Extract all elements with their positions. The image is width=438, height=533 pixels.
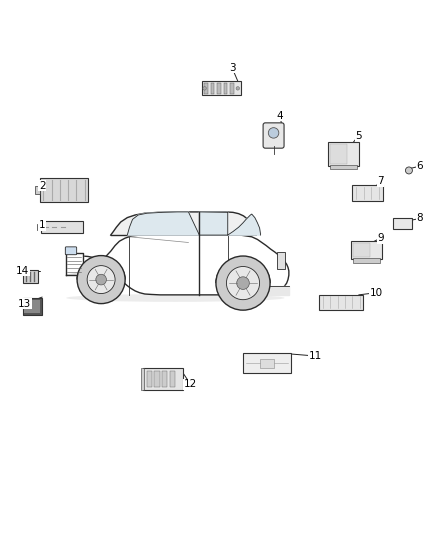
Circle shape bbox=[236, 87, 240, 90]
Circle shape bbox=[216, 256, 270, 310]
Bar bbox=[351, 241, 382, 259]
Ellipse shape bbox=[66, 294, 285, 302]
Bar bbox=[141, 368, 145, 390]
Polygon shape bbox=[66, 235, 289, 295]
Text: 4: 4 bbox=[277, 111, 283, 121]
Bar bbox=[353, 243, 371, 257]
Text: 7: 7 bbox=[377, 176, 384, 187]
Bar bbox=[352, 185, 383, 201]
Bar bbox=[393, 218, 412, 229]
Text: 12: 12 bbox=[184, 379, 197, 390]
Bar bbox=[230, 83, 234, 94]
Bar bbox=[330, 144, 347, 164]
Circle shape bbox=[406, 167, 413, 174]
Bar bbox=[261, 359, 274, 368]
Bar bbox=[243, 353, 291, 374]
Bar bbox=[37, 224, 42, 230]
Polygon shape bbox=[66, 266, 111, 275]
Polygon shape bbox=[228, 214, 261, 235]
Polygon shape bbox=[127, 212, 199, 235]
Text: 1: 1 bbox=[39, 220, 46, 230]
Bar bbox=[154, 371, 159, 387]
Bar bbox=[35, 185, 40, 195]
Text: 2: 2 bbox=[39, 181, 46, 191]
Circle shape bbox=[226, 266, 260, 300]
Text: 10: 10 bbox=[370, 288, 383, 298]
Circle shape bbox=[87, 265, 115, 294]
Text: 14: 14 bbox=[16, 266, 29, 276]
Bar bbox=[144, 368, 183, 390]
Circle shape bbox=[96, 274, 106, 285]
Bar bbox=[24, 300, 40, 313]
Text: 6: 6 bbox=[417, 161, 423, 171]
Circle shape bbox=[237, 277, 249, 289]
Bar bbox=[201, 82, 241, 95]
Bar bbox=[224, 83, 227, 94]
Bar bbox=[22, 298, 42, 315]
Text: 9: 9 bbox=[377, 233, 384, 243]
Circle shape bbox=[268, 128, 279, 138]
Bar bbox=[353, 258, 380, 263]
Bar bbox=[319, 295, 363, 310]
Bar bbox=[41, 221, 82, 233]
Text: 11: 11 bbox=[308, 351, 321, 361]
Bar bbox=[328, 142, 359, 166]
Polygon shape bbox=[262, 286, 289, 295]
Text: 8: 8 bbox=[417, 214, 423, 223]
Text: 5: 5 bbox=[355, 131, 362, 141]
Text: 13: 13 bbox=[18, 298, 32, 309]
FancyBboxPatch shape bbox=[65, 247, 77, 255]
Bar bbox=[277, 252, 285, 269]
Bar bbox=[147, 371, 152, 387]
Polygon shape bbox=[66, 253, 83, 275]
Bar bbox=[162, 371, 167, 387]
Text: 3: 3 bbox=[229, 63, 235, 73]
Polygon shape bbox=[199, 212, 228, 235]
Bar bbox=[40, 178, 88, 202]
Bar bbox=[170, 371, 175, 387]
FancyBboxPatch shape bbox=[263, 123, 284, 148]
Bar bbox=[211, 83, 214, 94]
Circle shape bbox=[77, 256, 125, 304]
Bar bbox=[23, 270, 38, 283]
Bar bbox=[330, 165, 357, 169]
Bar bbox=[217, 83, 221, 94]
Bar bbox=[204, 83, 208, 94]
Circle shape bbox=[203, 87, 206, 90]
Polygon shape bbox=[111, 212, 256, 235]
